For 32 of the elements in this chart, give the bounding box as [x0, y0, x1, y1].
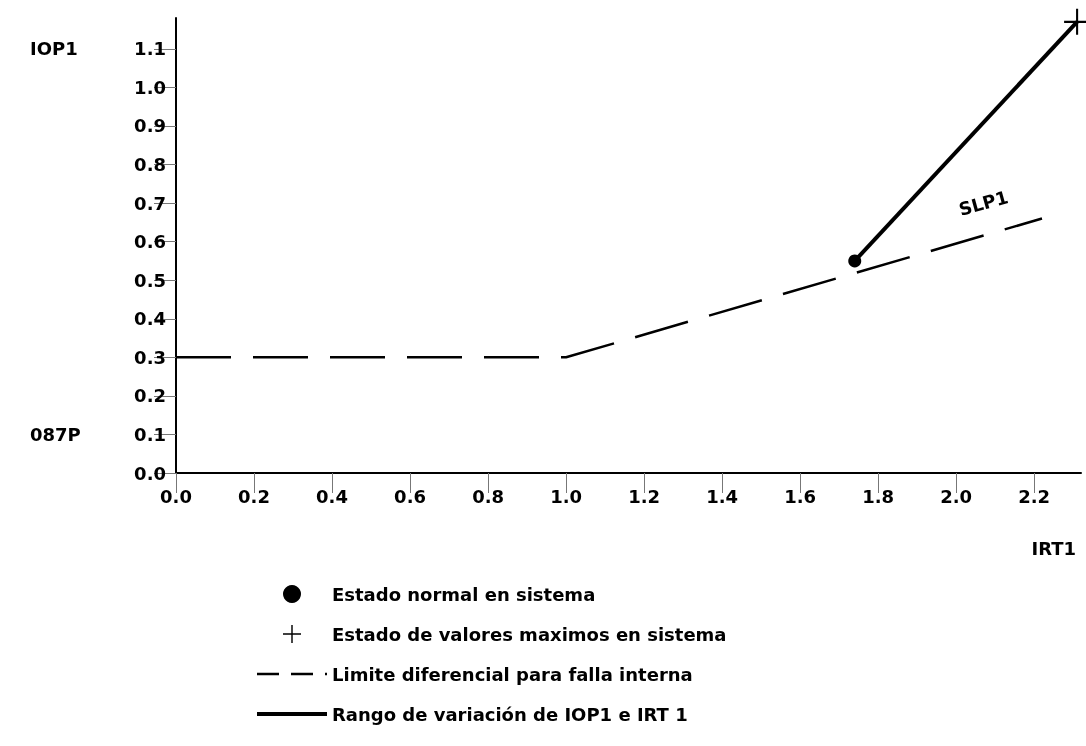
- x-tick-label: 1.0: [550, 485, 583, 507]
- legend-label: Estado de valores maximos en sistema: [332, 623, 727, 645]
- x-tick-label: 0.4: [316, 485, 348, 507]
- x-tick-label: 0.8: [472, 485, 505, 507]
- legend-label: Estado normal en sistema: [332, 583, 596, 605]
- legend-label: Rango de variación de IOP1 e IRT 1: [332, 703, 688, 725]
- legend-label: Limite diferencial para falla interna: [332, 663, 693, 685]
- x-tick-label: 1.6: [784, 485, 817, 507]
- y-tick-label: 0.1: [134, 423, 166, 445]
- y-axis-title: IOP1: [30, 38, 78, 60]
- x-tick-label: 2.0: [940, 485, 973, 507]
- x-tick-label: 0.6: [394, 485, 426, 507]
- y-tick-label: 0.9: [134, 115, 166, 137]
- y-tick-label: 0.6: [134, 231, 166, 253]
- y-tick-label: 0.0: [134, 462, 166, 484]
- text: 087P: [30, 423, 81, 445]
- x-tick-label: 1.4: [706, 485, 739, 507]
- x-tick-label: 1.8: [862, 485, 895, 507]
- annotation: SLP1: [956, 186, 1011, 220]
- y-tick-label: 0.7: [134, 192, 166, 214]
- y-tick-label: 1.0: [134, 76, 166, 98]
- x-tick-label: 0.0: [160, 485, 192, 507]
- y-tick-label: 0.2: [134, 385, 166, 407]
- y-tick-label: 1.1: [134, 38, 166, 60]
- y-tick-label: 0.4: [134, 308, 166, 330]
- x-tick-label: 1.2: [628, 485, 661, 507]
- y-tick-label: 0.3: [134, 346, 166, 368]
- y-tick-label: 0.8: [134, 154, 166, 176]
- x-tick-label: 0.2: [238, 485, 270, 507]
- x-tick-label: 2.2: [1018, 485, 1051, 507]
- y-tick-label: 0.5: [134, 269, 166, 291]
- x-axis-title: IRT1: [1031, 537, 1076, 559]
